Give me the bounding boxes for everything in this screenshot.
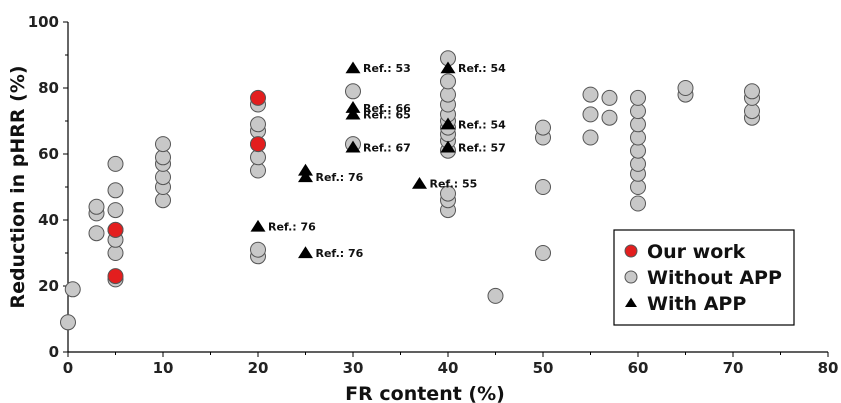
without-app-point	[677, 80, 694, 96]
with-app-point	[440, 117, 456, 130]
with-app-point	[440, 61, 456, 74]
without-app-point	[601, 109, 618, 126]
without-app-point	[345, 83, 361, 100]
with-app-point	[345, 61, 361, 74]
without-app-point	[601, 89, 618, 106]
without-app-point	[64, 281, 81, 298]
x-axis-title: FR content (%)	[345, 383, 505, 403]
legend: Our work Without APP With APP	[613, 229, 795, 326]
x-tick-label: 0	[63, 359, 73, 377]
with-app-point	[250, 219, 266, 232]
ref-label: Ref.: 54	[458, 118, 506, 131]
with-app-point	[298, 163, 313, 176]
without-app-point	[88, 198, 105, 215]
without-app-point	[107, 155, 124, 172]
with-app-point	[412, 176, 427, 189]
without-app-point	[250, 241, 266, 258]
ref-label: Ref.: 55	[430, 178, 478, 191]
without-app-point	[535, 119, 551, 136]
without-app-point	[250, 116, 266, 133]
without-app-point	[88, 225, 105, 242]
y-tick-label: 80	[38, 79, 59, 97]
without-app-point	[487, 287, 504, 304]
without-app-point	[744, 83, 760, 100]
without-app-point	[440, 73, 456, 90]
x-tick-label: 40	[438, 359, 459, 377]
ref-label: Ref.: 66	[363, 102, 411, 115]
ref-label: Ref.: 54	[458, 62, 506, 75]
without-app-point	[582, 86, 599, 103]
y-tick-label: 40	[38, 211, 59, 229]
y-axis-title: Reduction in pHRR (%)	[7, 65, 29, 308]
y-tick-label: 0	[49, 343, 59, 361]
x-tick-label: 70	[723, 359, 744, 377]
ref-label: Ref.: 76	[316, 247, 364, 260]
without-app-point	[155, 136, 171, 153]
with-app-point	[440, 140, 456, 153]
y-tick-label: 100	[28, 13, 59, 31]
x-tick-label: 10	[153, 359, 174, 377]
with-app-point	[298, 170, 313, 183]
without-app-point	[440, 185, 456, 202]
ref-label: Ref.: 76	[268, 221, 316, 234]
ref-label: Ref.: 67	[363, 141, 411, 154]
x-tick-label: 80	[818, 359, 839, 377]
with-app-point	[345, 101, 361, 113]
axes: 0 10 20 30 40 50 60 70 80 0 20 40 60 80 100	[28, 13, 839, 377]
legend-label: Our work	[647, 241, 746, 263]
without-app-point	[582, 129, 599, 146]
legend-marker	[625, 297, 637, 308]
legend-box	[613, 229, 795, 326]
our-work-point	[250, 89, 266, 106]
without-app-point	[535, 245, 551, 261]
our-work-point	[250, 136, 266, 153]
without-app-point	[582, 106, 599, 123]
x-tick-label: 30	[343, 359, 364, 377]
with-app-point	[345, 140, 361, 153]
y-tick-label: 60	[38, 145, 59, 163]
without-app-point	[535, 179, 551, 195]
without-app-point	[60, 314, 76, 331]
x-tick-label: 20	[248, 359, 269, 377]
x-tick-label: 60	[628, 359, 649, 377]
our-work-point	[107, 268, 124, 285]
with-app-point	[298, 246, 313, 259]
x-tick-label: 50	[533, 359, 554, 377]
ref-label: Ref.: 65	[363, 108, 411, 121]
without-app-point	[107, 202, 124, 219]
ref-label: Ref.: 76	[316, 171, 364, 184]
without-app-point	[630, 195, 646, 212]
legend-label: With APP	[647, 293, 746, 315]
legend-marker	[624, 270, 638, 284]
legend-label: Without APP	[647, 267, 782, 289]
without-app-point	[630, 89, 646, 106]
without-app-point	[107, 182, 124, 199]
ref-label: Ref.: 57	[458, 141, 506, 154]
with-app-point	[345, 107, 361, 120]
ref-label: Ref.: 53	[363, 62, 411, 75]
y-tick-label: 20	[38, 277, 59, 295]
our-work-point	[107, 221, 124, 238]
legend-marker	[624, 244, 638, 258]
